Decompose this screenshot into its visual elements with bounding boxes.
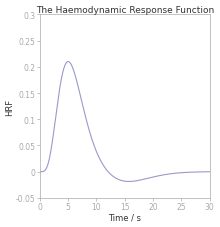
Y-axis label: HRF: HRF bbox=[6, 98, 15, 115]
Title: The Haemodynamic Response Function: The Haemodynamic Response Function bbox=[36, 5, 214, 15]
X-axis label: Time / s: Time / s bbox=[108, 212, 141, 222]
